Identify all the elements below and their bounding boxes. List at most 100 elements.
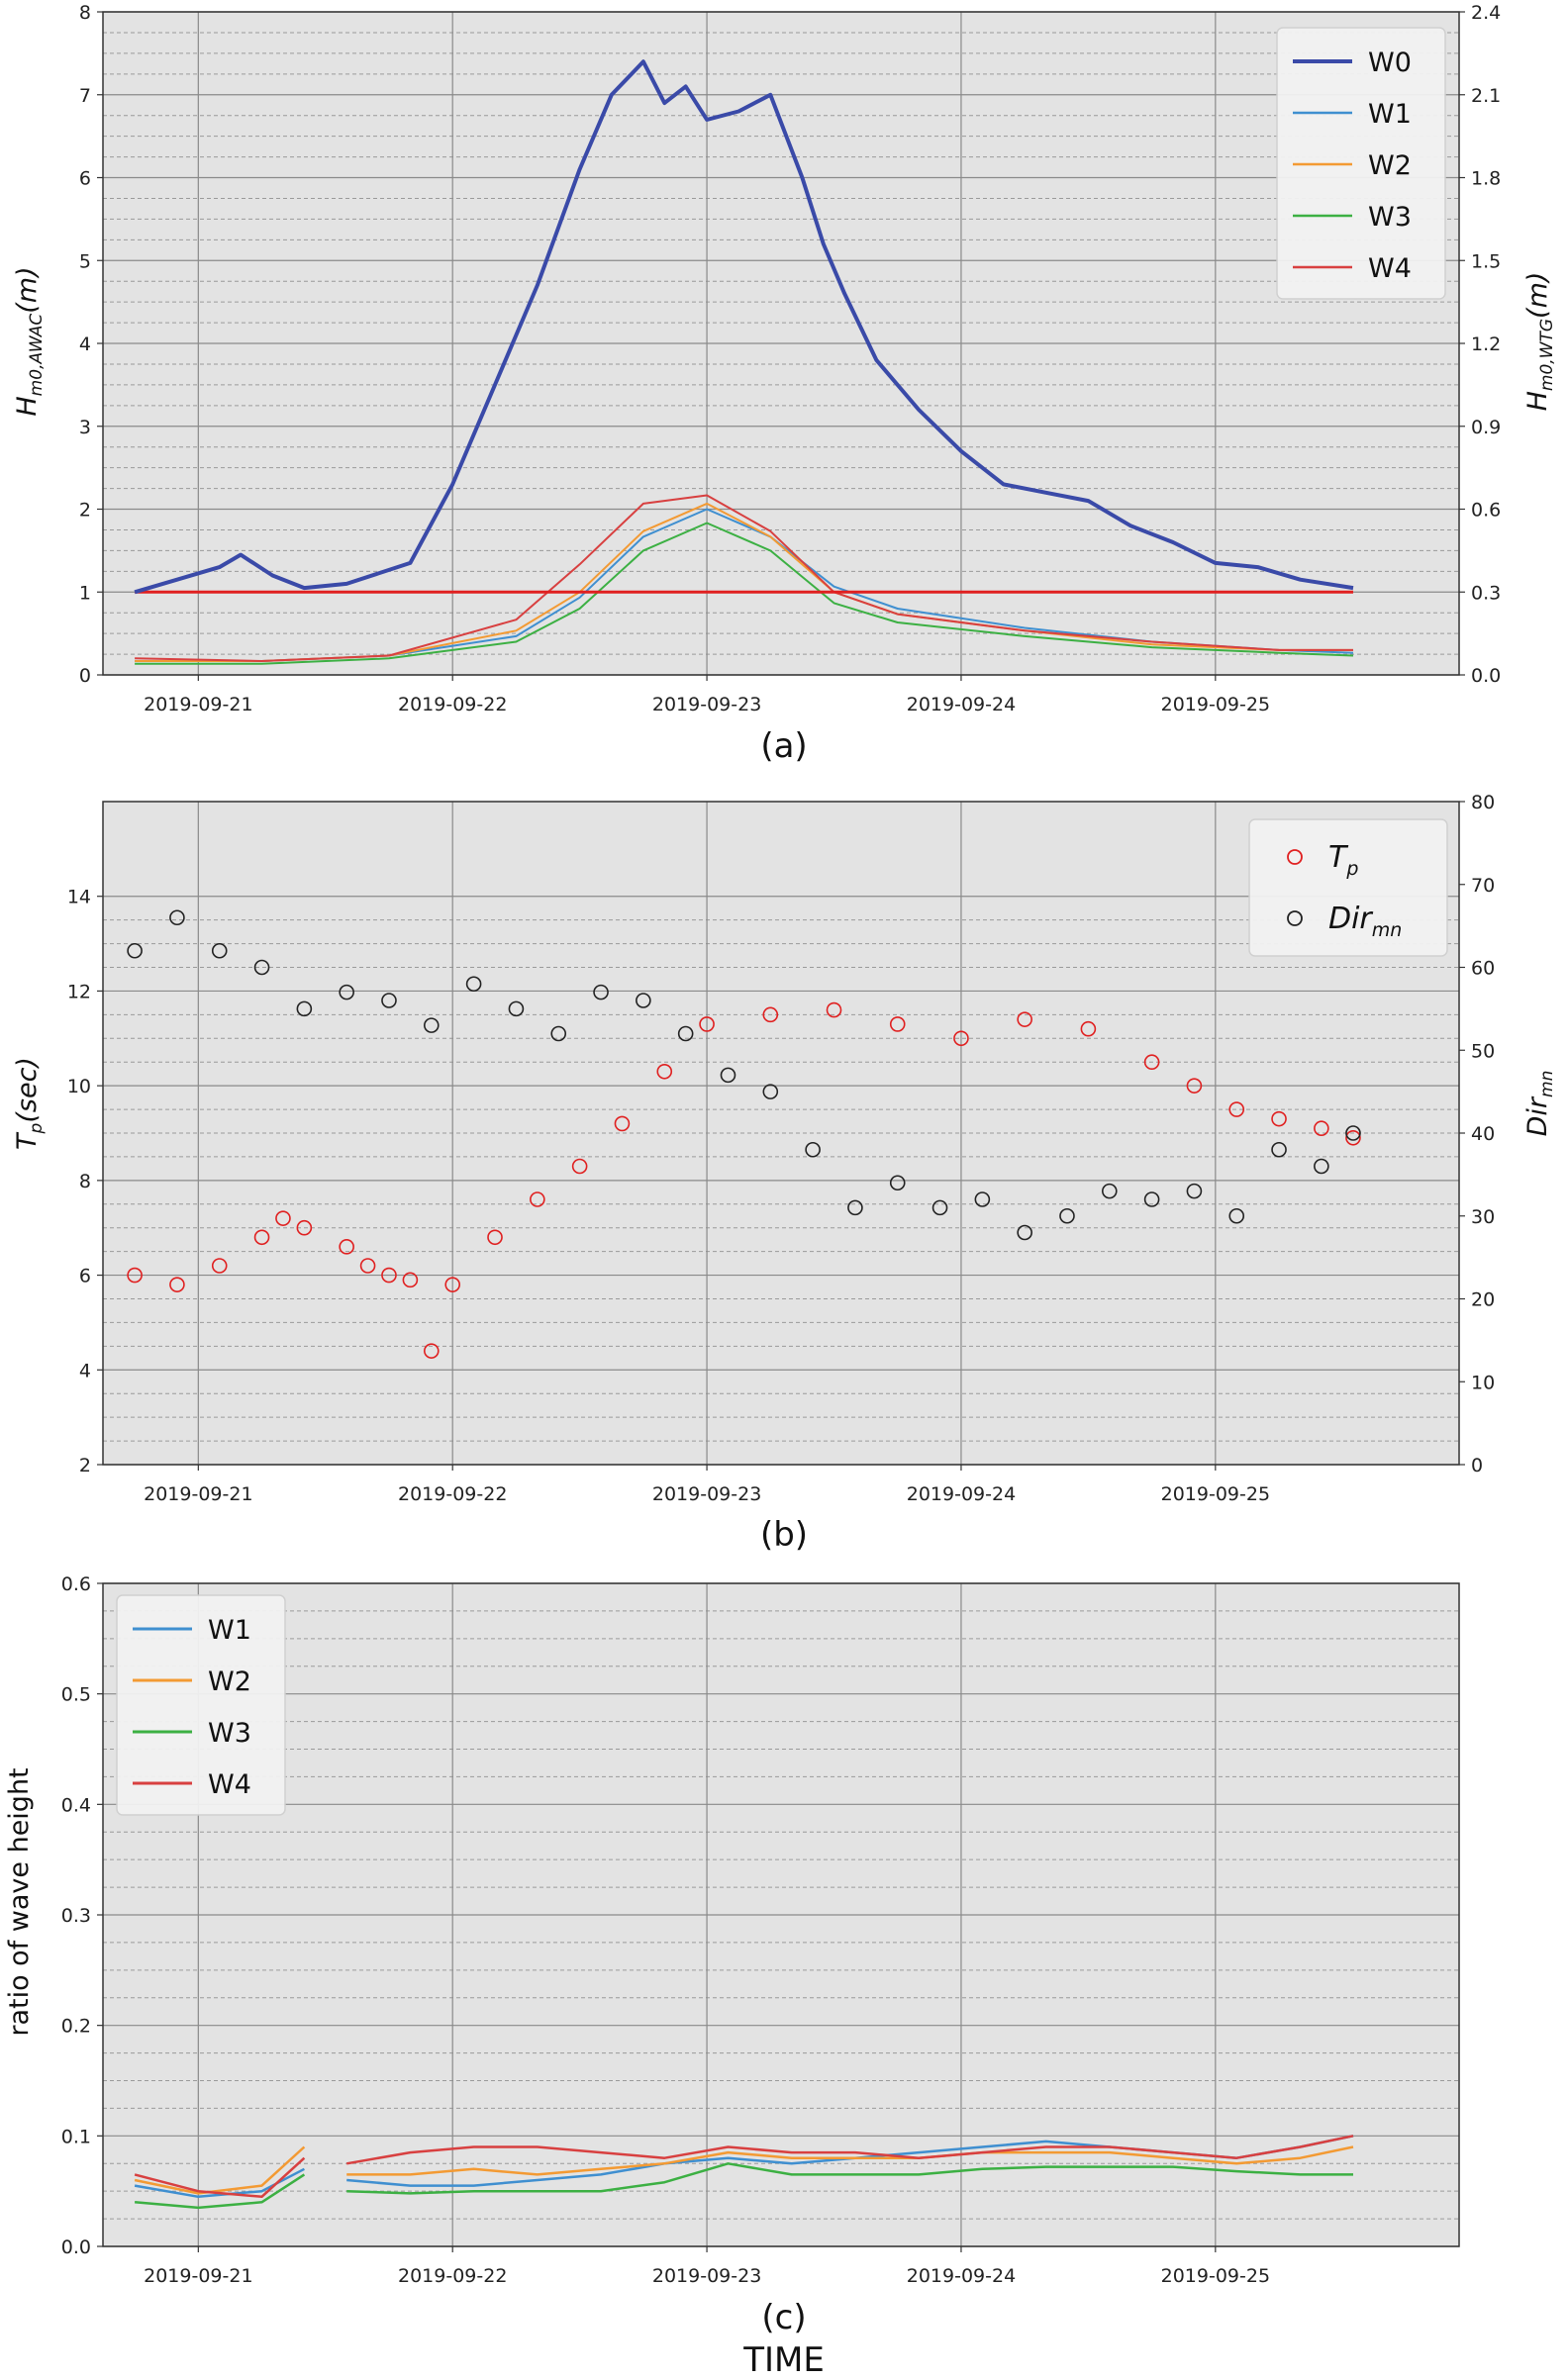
series-point-tp [1314, 1120, 1329, 1137]
series-point-tp [1017, 1011, 1032, 1027]
panel-b-xtick-label: 2019-09-23 [652, 1483, 761, 1505]
panel-a-frame [102, 11, 1460, 676]
panel-a-ytick-label: 3 [79, 417, 91, 438]
panel-a-caption: (a) [760, 726, 807, 766]
panel-b-ytick-label-right: 30 [1471, 1206, 1495, 1228]
panel-b-ytick-label-right: 60 [1471, 958, 1495, 980]
series-point-dirmn [1101, 1183, 1118, 1199]
legend-b-marker-t [1287, 849, 1303, 865]
series-point-tp [614, 1115, 631, 1132]
series-line-w3 [134, 2173, 306, 2210]
legend-a-label-w2: W2 [1368, 150, 1412, 181]
panel-a-xtick-label: 2019-09-24 [907, 694, 1016, 715]
panel-c-ytick-label: 0.2 [61, 2016, 91, 2038]
series-line-w0 [134, 59, 1354, 595]
panel-a: 0 1 2 3 4 5 6 7 8 0.0 0.3 0.6 0.9 1.2 1.5 1.8 2.1 2.4 2019… [79, 2, 1501, 715]
panel-b-ytick-label: 6 [79, 1266, 91, 1287]
series-point-dirmn [253, 959, 270, 976]
legend-a-label-w1: W1 [1368, 99, 1412, 130]
panel-a-ytick-label-right: 0.6 [1471, 500, 1501, 522]
panel-b-ytick-label: 4 [79, 1360, 91, 1381]
panel-b-xtick-label: 2019-09-22 [398, 1483, 507, 1505]
series-point-tp [423, 1343, 440, 1359]
panel-a-ytick-label: 2 [79, 500, 91, 522]
panel-c-ytick-label: 0.3 [61, 1905, 91, 1927]
panel-a-ytick-label-right: 1.8 [1471, 168, 1501, 190]
series-line-w3 [135, 522, 1354, 665]
series-point-dirmn [1143, 1191, 1160, 1207]
series-point-dirmn [169, 909, 185, 926]
legend-c-box [116, 1594, 286, 1816]
legend-c-label-w1: W1 [208, 1615, 251, 1646]
series-point-tp [699, 1016, 715, 1032]
series-point-tp [444, 1277, 461, 1292]
panel-b-frame [102, 801, 1460, 1466]
series-line-w2 [346, 2145, 1354, 2176]
series-point-tp [656, 1063, 673, 1080]
panel-b-ytick-label: 10 [67, 1076, 91, 1097]
legend-a-box [1276, 27, 1446, 300]
panel-a-ytick-label-right: 1.2 [1471, 333, 1501, 355]
series-point-tp [1228, 1101, 1245, 1117]
panel-a-ytick-label-right: 0.9 [1471, 417, 1501, 438]
series-point-tp [1080, 1020, 1097, 1037]
panel-a-ytick-label-right: 1.5 [1471, 250, 1501, 272]
legend-a-label-w4: W4 [1368, 253, 1412, 284]
series-point-tp [889, 1016, 906, 1032]
panel-a-ytick-label: 4 [79, 333, 91, 355]
series-line-w2 [135, 502, 1353, 662]
panel-a-xtick-label: 2019-09-23 [652, 694, 761, 715]
panel-b-ytick-label-right: 70 [1471, 875, 1495, 897]
panel-b-ylabel-right-sub: mn [1537, 1071, 1557, 1097]
series-point-dirmn [720, 1067, 736, 1084]
series-point-dirmn [931, 1199, 948, 1216]
panel-c-frame [102, 1582, 1460, 2247]
series-line-w3 [346, 2162, 1353, 2195]
legend-b-label-base: Dir [1328, 902, 1373, 936]
series-point-dirmn [636, 993, 651, 1008]
panel-a-ylabel-right-unit: (m) [1522, 272, 1553, 319]
panel-b-xtick-label: 2019-09-25 [1161, 1483, 1270, 1505]
panel-a-xtick-label: 2019-09-21 [144, 694, 252, 715]
series-point-dirmn [550, 1025, 567, 1042]
legend-b-box [1248, 818, 1448, 957]
legend-b-marker-dir [1287, 910, 1303, 926]
legend-c: W1 W2 W3 W4 [116, 1594, 286, 1816]
series-point-tp [1143, 1054, 1160, 1071]
panel-a-ytick-label-right: 2.1 [1471, 85, 1501, 107]
panel-a-ylabel-left-sub: m0,AWAC [27, 314, 47, 397]
series-point-dirmn [1271, 1141, 1287, 1158]
series-point-dirmn [211, 942, 228, 959]
panel-a-ytick-label: 5 [79, 250, 91, 272]
series-point-dirmn [889, 1175, 906, 1191]
panel-a-ytick-label: 6 [79, 168, 91, 190]
panel-b-ytick-label-right: 50 [1471, 1040, 1495, 1062]
panel-b-ytick-label-right: 10 [1471, 1372, 1495, 1393]
series-point-dirmn [593, 984, 609, 1000]
series-point-dirmn [339, 984, 354, 1000]
panel-c-xlabel: TIME [742, 2340, 825, 2380]
panel-c-ytick-label: 0.5 [61, 1684, 91, 1706]
panel-c: 0.0 0.1 0.2 0.3 0.4 0.5 0.6 2019-09-21 2019-09-2… [61, 1573, 1460, 2287]
panel-b-ylabel-right-base: Dir [1522, 1095, 1553, 1136]
series-point-tp [1271, 1110, 1287, 1127]
panel-b-ylabel-right: Dirmn [1522, 1071, 1557, 1137]
panel-a-ytick-label: 1 [79, 582, 91, 604]
panel-b: 2 4 6 8 10 12 14 0 10 20 30 40 50 60 70 80 2019-09-21 201… [67, 792, 1495, 1505]
series-point-dirmn [423, 1017, 440, 1033]
panel-b-ylabel-left-unit: (sec) [12, 1057, 43, 1123]
series-line-w4 [134, 2156, 306, 2199]
series-point-tp [211, 1258, 228, 1274]
series-point-tp [296, 1219, 313, 1236]
series-point-tp [487, 1229, 503, 1246]
panel-c-xtick-label: 2019-09-22 [398, 2265, 507, 2287]
panel-b-ytick-label-right: 80 [1471, 792, 1495, 813]
series-point-dirmn [1345, 1125, 1361, 1141]
legend-a: W0 W1 W2 W3 W4 [1276, 27, 1446, 300]
panel-b-ytick-label: 8 [79, 1171, 91, 1192]
legend-a-label-w3: W3 [1368, 202, 1412, 233]
panel-c-ytick-label: 0.6 [61, 1573, 91, 1595]
panel-b-ylabel-left: Tp(sec) [12, 1057, 47, 1150]
series-point-tp [169, 1277, 185, 1292]
series-point-dirmn [296, 1000, 313, 1017]
